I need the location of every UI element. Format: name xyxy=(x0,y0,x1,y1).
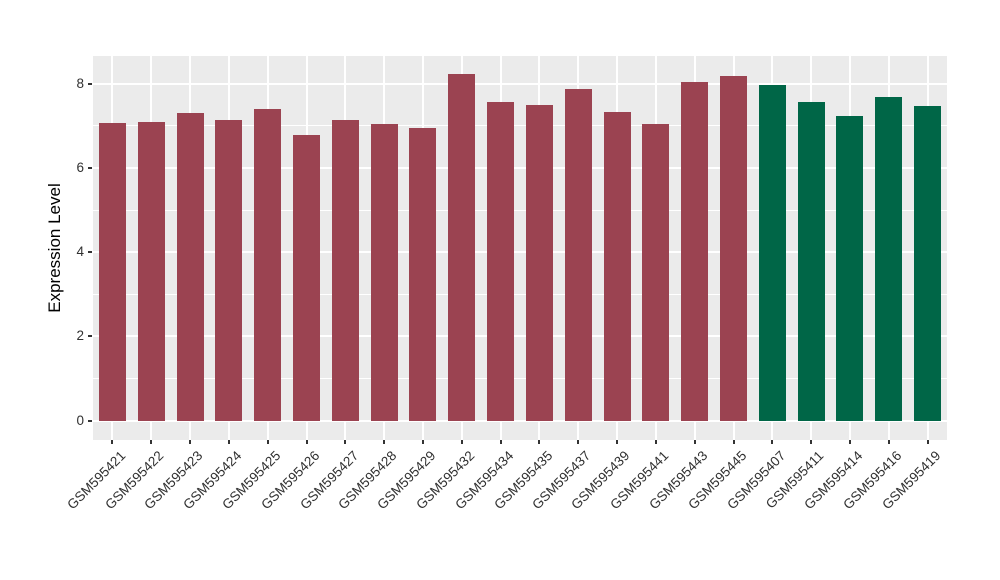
y-tick-mark xyxy=(88,335,92,338)
x-tick-mark xyxy=(810,440,813,444)
plot-panel xyxy=(93,56,947,440)
y-tick-label: 0 xyxy=(76,412,84,428)
gridline-minor-horizontal xyxy=(93,125,947,127)
x-tick-mark xyxy=(654,440,657,444)
bar-GSM595423 xyxy=(176,112,204,421)
bar-GSM595421 xyxy=(98,122,126,421)
bar-GSM595419 xyxy=(914,106,942,421)
x-tick-mark xyxy=(926,440,929,444)
x-tick-mark xyxy=(111,440,114,444)
x-tick-mark xyxy=(887,440,890,444)
bar-GSM595443 xyxy=(681,82,709,421)
y-tick-label: 4 xyxy=(76,244,84,260)
x-tick-mark xyxy=(848,440,851,444)
x-tick-mark xyxy=(227,440,230,444)
bar-GSM595424 xyxy=(215,120,243,421)
bar-GSM595425 xyxy=(254,108,282,421)
x-tick-mark xyxy=(577,440,580,444)
gridline-major-horizontal xyxy=(93,251,947,254)
x-tick-mark xyxy=(499,440,502,444)
gridline-major-horizontal xyxy=(93,82,947,85)
x-tick-mark xyxy=(305,440,308,444)
bar-GSM595411 xyxy=(797,102,825,421)
x-tick-mark xyxy=(616,440,619,444)
y-tick-label: 8 xyxy=(76,75,84,91)
bar-GSM595428 xyxy=(370,124,398,421)
bar-GSM595445 xyxy=(720,75,747,421)
x-tick-mark xyxy=(266,440,269,444)
x-tick-mark xyxy=(344,440,347,444)
y-tick-mark xyxy=(88,419,92,422)
x-tick-mark xyxy=(460,440,463,444)
bar-GSM595432 xyxy=(448,74,476,421)
gridline-minor-horizontal xyxy=(93,293,947,295)
bar-GSM595427 xyxy=(331,119,359,421)
x-tick-mark xyxy=(693,440,696,444)
x-tick-mark xyxy=(150,440,153,444)
gridline-major-horizontal xyxy=(93,419,947,422)
bar-GSM595429 xyxy=(409,127,437,421)
bar-GSM595441 xyxy=(642,124,670,421)
y-tick-mark xyxy=(88,167,92,169)
bar-GSM595426 xyxy=(293,134,320,421)
y-tick-label: 6 xyxy=(76,160,84,175)
bar-GSM595416 xyxy=(875,96,903,421)
gridline-major-horizontal xyxy=(93,335,947,338)
bar-GSM595439 xyxy=(603,112,631,421)
gridline-minor-horizontal xyxy=(93,209,947,211)
gridline-major-horizontal xyxy=(93,167,947,169)
bar-GSM595435 xyxy=(525,104,553,421)
y-tick-mark xyxy=(88,82,92,85)
x-tick-mark xyxy=(538,440,541,444)
x-tick-mark xyxy=(189,440,192,444)
bar-GSM595437 xyxy=(564,88,592,421)
y-tick-mark xyxy=(88,251,92,254)
bar-GSM595414 xyxy=(836,116,864,421)
gridline-minor-horizontal xyxy=(93,378,947,380)
x-tick-mark xyxy=(771,440,774,444)
x-tick-mark xyxy=(421,440,424,444)
y-tick-label: 2 xyxy=(76,328,84,344)
x-tick-mark xyxy=(732,440,735,444)
bar-GSM595434 xyxy=(487,102,515,421)
x-tick-mark xyxy=(383,440,386,444)
bar-GSM595422 xyxy=(137,121,165,421)
bar-GSM595407 xyxy=(758,84,786,421)
